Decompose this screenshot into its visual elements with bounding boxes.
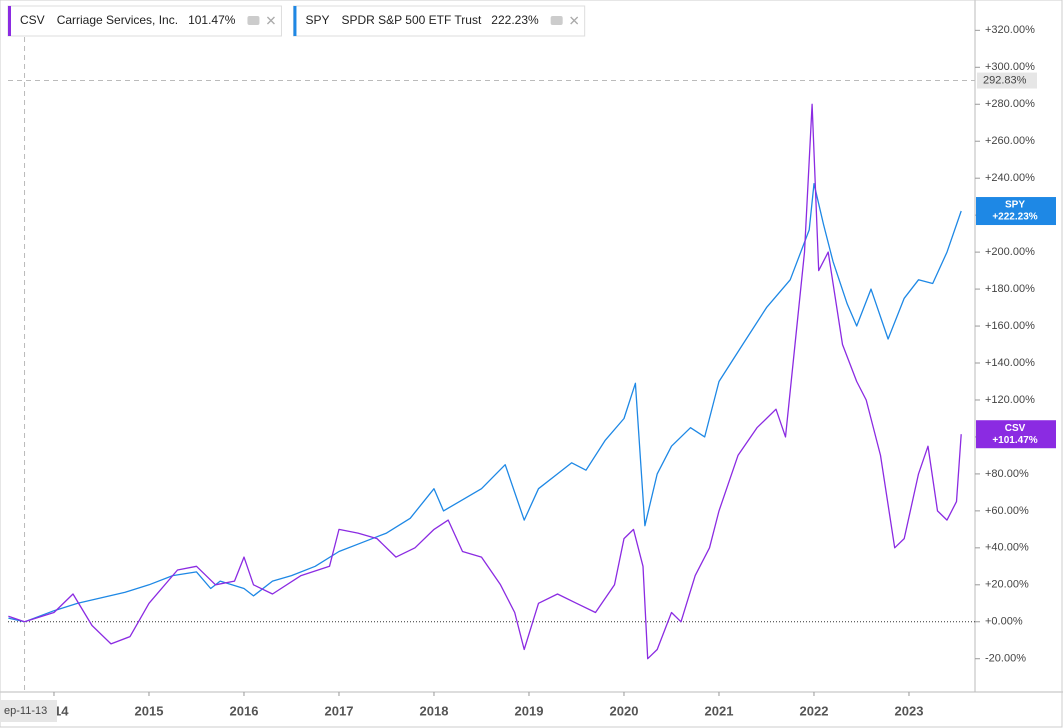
y-tick-label: +180.00% bbox=[985, 283, 1035, 295]
legend-description: Carriage Services, Inc. bbox=[57, 13, 178, 27]
y-tick-label: +320.00% bbox=[985, 24, 1035, 36]
x-tick-label: 2023 bbox=[895, 703, 924, 718]
x-tick-label: 2018 bbox=[420, 703, 449, 718]
y-tick-label: +260.00% bbox=[985, 135, 1035, 147]
y-tick-label: +20.00% bbox=[985, 579, 1029, 591]
y-tick-label: +280.00% bbox=[985, 98, 1035, 110]
y-tick-label: +60.00% bbox=[985, 505, 1029, 517]
legend-close bbox=[570, 16, 579, 25]
badge-value: +222.23% bbox=[992, 212, 1037, 223]
x-tick-label: 2015 bbox=[135, 703, 164, 718]
y-tick-label: +140.00% bbox=[985, 357, 1035, 369]
crosshair-x-box bbox=[0, 700, 57, 722]
badge-value: +101.47% bbox=[992, 435, 1037, 446]
x-tick-label: 2016 bbox=[230, 703, 259, 718]
badge-name: CSV bbox=[1005, 423, 1026, 434]
value-badge bbox=[976, 420, 1056, 449]
legend-icon bbox=[247, 16, 260, 25]
badge-name: SPY bbox=[1005, 200, 1025, 211]
x-tick-label: 2022 bbox=[800, 703, 829, 718]
y-tick-label: +40.00% bbox=[985, 542, 1029, 554]
series-line bbox=[8, 183, 962, 623]
crosshair-x-label: ep-11-13 bbox=[4, 705, 47, 717]
y-tick-label: +200.00% bbox=[985, 246, 1035, 258]
legend-name: SPY bbox=[305, 13, 329, 27]
legend-item: CSV Carriage Services, Inc. 101.47% bbox=[7, 5, 282, 37]
x-tick-label: 2020 bbox=[610, 703, 639, 718]
legend-icon bbox=[550, 16, 563, 25]
y-tick-label: +0.00% bbox=[985, 616, 1023, 628]
value-badge bbox=[976, 197, 1056, 226]
y-tick-label: +160.00% bbox=[985, 320, 1035, 332]
legend-item: SPY SPDR S&P 500 ETF Trust 222.23% bbox=[292, 5, 586, 37]
x-tick-label: 2017 bbox=[325, 703, 354, 718]
y-tick-label: +240.00% bbox=[985, 172, 1035, 184]
legend-close bbox=[266, 16, 275, 25]
legend-swatch bbox=[293, 6, 297, 36]
legend-box bbox=[7, 5, 282, 37]
legend-swatch bbox=[8, 6, 11, 36]
legend-name: CSV bbox=[20, 13, 45, 27]
legend-description: SPDR S&P 500 ETF Trust bbox=[341, 13, 481, 27]
crosshair-y-label: 292.83% bbox=[983, 74, 1027, 86]
x-tick-label: 2021 bbox=[705, 703, 734, 718]
legend-value: 222.23% bbox=[491, 13, 539, 27]
crosshair-y-box bbox=[977, 72, 1037, 89]
y-tick-label: +300.00% bbox=[985, 61, 1035, 73]
x-tick-label: 2019 bbox=[515, 703, 544, 718]
y-tick-label: +80.00% bbox=[985, 468, 1029, 480]
legend-value: 101.47% bbox=[188, 13, 236, 27]
series-line bbox=[8, 103, 962, 660]
y-tick-label: +120.00% bbox=[985, 394, 1035, 406]
y-tick-label: -20.00% bbox=[985, 653, 1026, 665]
